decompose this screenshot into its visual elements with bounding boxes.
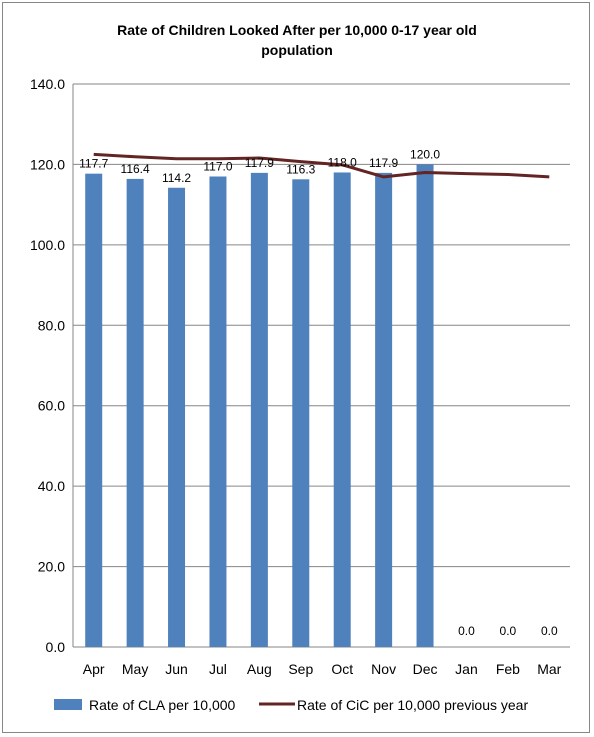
chart-title: Rate of Children Looked After per 10,000… bbox=[0, 20, 594, 60]
data-label: 0.0 bbox=[541, 624, 558, 638]
x-tick-label: Apr bbox=[83, 661, 105, 677]
y-tick-label: 40.0 bbox=[38, 478, 65, 494]
data-label: 120.0 bbox=[410, 147, 440, 161]
y-tick-label: 60.0 bbox=[38, 398, 65, 414]
bar-may bbox=[126, 178, 144, 648]
y-tick-label: 0.0 bbox=[46, 639, 66, 655]
x-tick-label: Oct bbox=[331, 661, 353, 677]
x-tick-label: Sep bbox=[288, 661, 313, 677]
data-label: 117.9 bbox=[369, 156, 398, 170]
y-tick-label: 140.0 bbox=[30, 76, 65, 92]
legend-swatch-cla bbox=[54, 699, 82, 710]
x-tick-label: Jan bbox=[455, 661, 478, 677]
line-previous-year bbox=[93, 152, 550, 179]
x-tick-label: Nov bbox=[371, 661, 396, 677]
bar-sep bbox=[292, 179, 310, 647]
data-label: 114.2 bbox=[162, 171, 191, 185]
bar-apr bbox=[85, 173, 103, 647]
data-label: 118.0 bbox=[328, 155, 357, 169]
x-tick-label: Dec bbox=[413, 661, 438, 677]
x-tick-label: Feb bbox=[496, 661, 520, 677]
bar-jul bbox=[209, 176, 227, 647]
bar-nov bbox=[375, 172, 393, 647]
data-label: 117.0 bbox=[203, 159, 232, 173]
legend-label-cla: Rate of CLA per 10,000 bbox=[89, 697, 236, 713]
chart-title-line-1: Rate of Children Looked After per 10,000… bbox=[117, 22, 477, 38]
x-tick-label: Mar bbox=[537, 661, 561, 677]
x-tick-label: Jul bbox=[209, 661, 227, 677]
data-label: 0.0 bbox=[500, 624, 517, 638]
chart-title-line-2: population bbox=[261, 42, 333, 58]
x-tick-label: Jun bbox=[165, 661, 188, 677]
y-tick-label: 20.0 bbox=[38, 559, 65, 575]
y-tick-label: 100.0 bbox=[30, 237, 65, 253]
bar-oct bbox=[333, 172, 351, 647]
x-tick-label: Aug bbox=[247, 661, 272, 677]
y-tick-label: 120.0 bbox=[30, 156, 65, 172]
bar-dec bbox=[416, 164, 434, 647]
data-label: 116.4 bbox=[121, 162, 150, 176]
bar-jun bbox=[168, 187, 186, 647]
x-tick-label: May bbox=[122, 661, 148, 677]
y-tick-label: 80.0 bbox=[38, 317, 65, 333]
bar-aug bbox=[250, 172, 268, 647]
data-label: 117.9 bbox=[245, 156, 274, 170]
legend-label-previous-year: Rate of CiC per 10,000 previous year bbox=[297, 697, 528, 713]
data-label: 0.0 bbox=[458, 624, 475, 638]
data-label: 117.7 bbox=[79, 157, 108, 171]
data-label: 116.3 bbox=[286, 162, 315, 176]
